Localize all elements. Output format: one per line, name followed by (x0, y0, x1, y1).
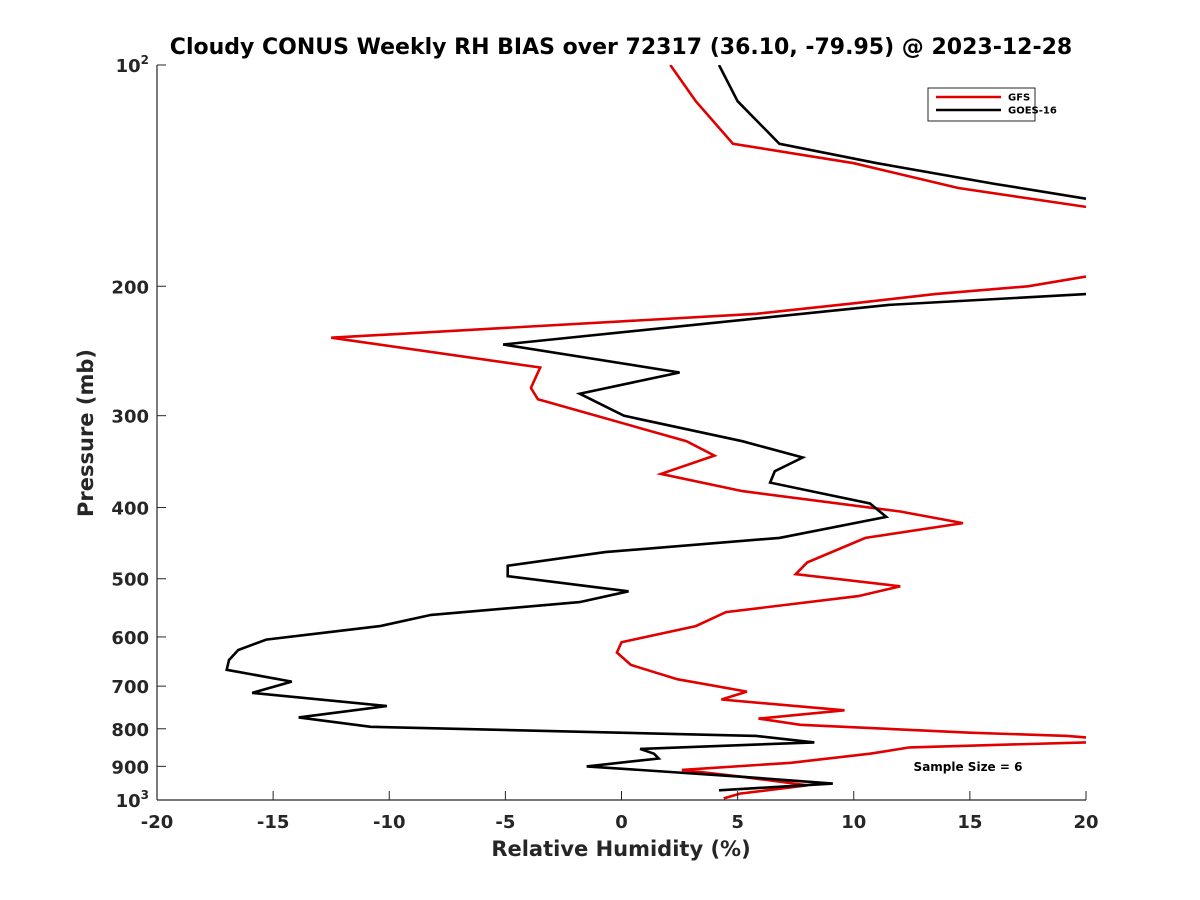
legend: GFS GOES-16 (927, 87, 1057, 122)
y-tick-label: 400 (111, 499, 149, 520)
x-tick-label: -20 (141, 812, 174, 833)
legend-label-goes-16: GOES-16 (1008, 106, 1057, 117)
legend-box (927, 87, 1036, 122)
y-tick-label: 200 (111, 277, 149, 298)
y-tick-label: 700 (111, 677, 149, 698)
y-axis-title: Pressure (mb) (74, 349, 98, 517)
legend-label-gfs: GFS (1008, 93, 1030, 104)
x-tick-label: 15 (957, 812, 982, 833)
x-tick-label: 20 (1073, 812, 1098, 833)
series-line-gfs (331, 65, 1086, 800)
y-tick-label: 300 (111, 407, 149, 428)
x-tick-label: -5 (495, 812, 515, 833)
ticks-layer: -20 -15 -10 -5 0 5 10 15 20 102 200 300 400 500 600 700… (111, 53, 1098, 833)
y-tick-label: 103 (116, 788, 149, 812)
y-tick-label: 600 (111, 628, 149, 649)
x-tick-label: -15 (257, 812, 290, 833)
x-tick-label: 10 (841, 812, 866, 833)
x-tick-label: 0 (615, 812, 628, 833)
sample-size-annotation: Sample Size = 6 (914, 760, 1023, 774)
y-tick-label: 500 (111, 570, 149, 591)
chart-title: Cloudy CONUS Weekly RH BIAS over 72317 (… (170, 35, 1072, 60)
series-line-goes-16 (225, 65, 1086, 792)
y-tick-label: 102 (116, 53, 149, 77)
y-tick-label: 800 (111, 720, 149, 741)
y-tick-label: 900 (111, 757, 149, 778)
x-tick-label: 5 (731, 812, 744, 833)
x-axis-title: Relative Humidity (%) (491, 837, 750, 861)
x-tick-label: -10 (373, 812, 406, 833)
series-layer (225, 65, 1086, 800)
